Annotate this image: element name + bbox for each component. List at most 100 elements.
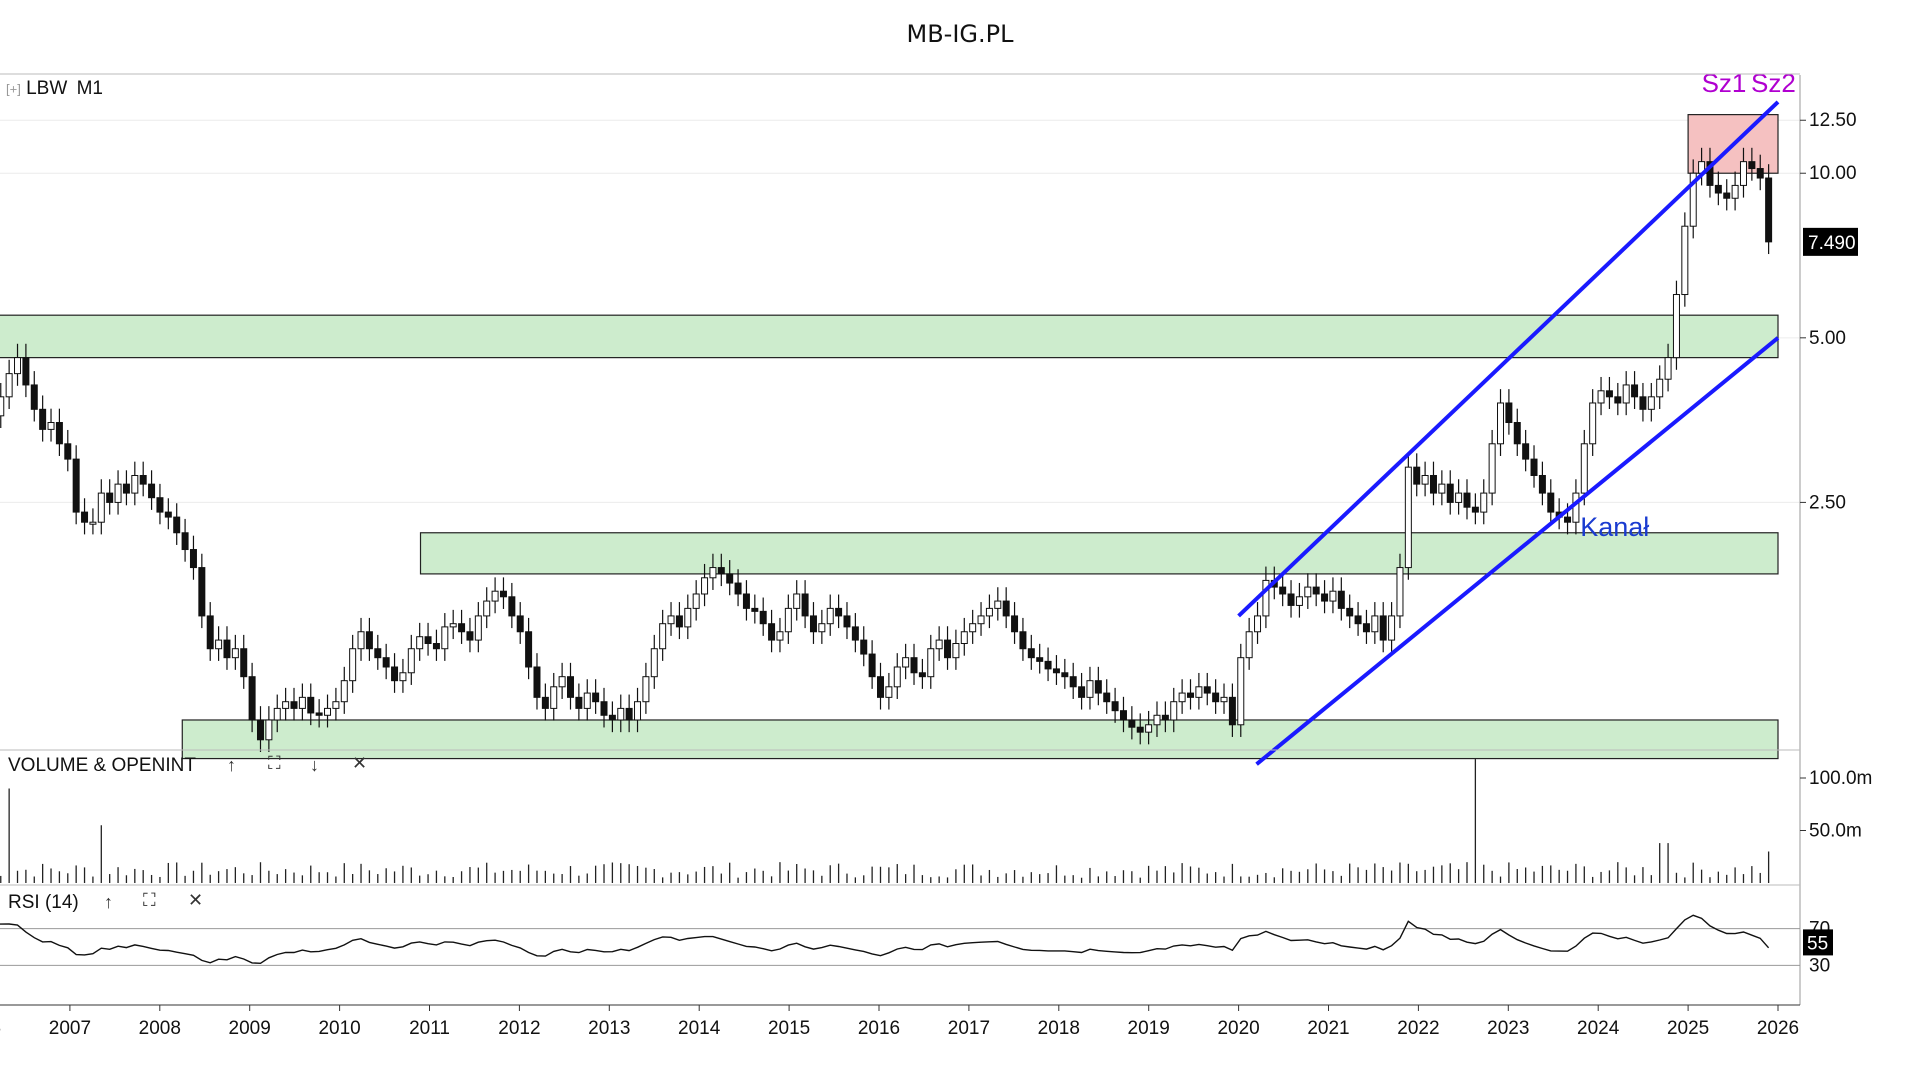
candle-body [1145, 724, 1153, 733]
candle-body [449, 623, 457, 628]
candle-body [969, 623, 977, 633]
candle-body [1564, 516, 1572, 523]
candle-body [148, 483, 156, 499]
candle-body [1170, 701, 1178, 721]
candle-body [407, 648, 415, 674]
candle-body [499, 590, 507, 598]
candle-body [424, 636, 432, 645]
maximize-icon[interactable]: ⛶ [268, 753, 281, 773]
x-tick-label: 2006 [0, 1018, 1, 1039]
candle-body [592, 692, 600, 703]
x-tick-label: 2022 [1397, 1018, 1439, 1039]
candle-body [1220, 696, 1228, 703]
candle-body [818, 623, 826, 633]
candle-body [189, 549, 197, 569]
candle-body [910, 657, 918, 674]
candle-body [1656, 378, 1664, 398]
candle-body [1756, 168, 1764, 179]
candle-body [1178, 692, 1186, 703]
candle-body [1262, 579, 1270, 617]
candle-body [491, 590, 499, 602]
candle-body [717, 567, 725, 575]
candle-body [399, 672, 407, 682]
candle-body [1589, 402, 1597, 445]
candle-body [1664, 357, 1672, 380]
candle-body [215, 639, 223, 650]
candle-body [1505, 402, 1513, 424]
candle-body [675, 615, 683, 628]
candle-body [1522, 443, 1530, 460]
candle-body [181, 532, 189, 551]
close-icon[interactable]: ✕ [352, 753, 368, 773]
candle-body [1371, 615, 1379, 633]
rsi-move-up-icon[interactable]: ↑ [104, 892, 113, 912]
candle-body [550, 686, 558, 709]
candle-body [324, 707, 332, 716]
candle-body [642, 676, 650, 703]
candle-body [39, 408, 47, 430]
candle-body [14, 357, 22, 375]
candle-body [1279, 586, 1287, 595]
timeframe-label: M1 [76, 78, 103, 99]
candle-body [131, 474, 139, 494]
x-tick-label: 2025 [1667, 1018, 1709, 1039]
candle-body [927, 648, 935, 678]
candle-body [374, 648, 382, 659]
candle-body [1497, 402, 1505, 445]
candle-body [223, 639, 231, 659]
candle-body [5, 373, 13, 398]
candle-body [365, 631, 373, 650]
expand-icon[interactable]: [+] [6, 81, 21, 97]
label-kanal: Kanał [1580, 512, 1649, 542]
candle-body [1748, 161, 1756, 170]
symbol-header: [+] LBW M1 [6, 78, 103, 100]
candle-body [1438, 483, 1446, 494]
candle-body [1480, 492, 1488, 513]
candle-body [525, 631, 533, 668]
candle-body [416, 636, 424, 650]
candle-body [432, 643, 440, 650]
candle-body [89, 521, 97, 525]
candle-body [1731, 184, 1739, 199]
candle-body [198, 567, 206, 617]
symbol-label: LBW [26, 78, 68, 99]
candle-body [1538, 474, 1546, 494]
candle-body [1187, 692, 1195, 698]
candle-body [692, 593, 700, 609]
x-tick-label: 2015 [768, 1018, 810, 1039]
candle-body [1245, 631, 1253, 659]
move-up-icon[interactable]: ↑ [227, 755, 236, 775]
candle-body [1488, 443, 1496, 494]
candle-body [1128, 719, 1136, 728]
candle-body [30, 384, 38, 410]
candle-body [1195, 686, 1203, 698]
candle-body [1572, 492, 1580, 523]
candle-body [935, 639, 943, 650]
candle-body [307, 696, 315, 714]
x-tick-label: 2010 [318, 1018, 360, 1039]
candle-body [801, 593, 809, 617]
rsi-maximize-icon[interactable]: ⛶ [143, 890, 156, 910]
rsi-close-icon[interactable]: ✕ [188, 890, 204, 910]
candle-body [240, 648, 248, 678]
candle-body [776, 631, 784, 641]
candle-body [650, 648, 658, 678]
candle-body [793, 593, 801, 609]
last-price-label: 7.490 [1808, 233, 1856, 254]
x-tick-label: 2023 [1487, 1018, 1529, 1039]
candle-body [340, 680, 348, 703]
x-tick-label: 2007 [49, 1018, 91, 1039]
candle-body [566, 676, 574, 698]
move-down-icon[interactable]: ↓ [310, 755, 319, 775]
x-tick-label: 2009 [229, 1018, 271, 1039]
candle-body [1094, 680, 1102, 694]
candle-body [357, 631, 365, 650]
price-tick-label: 10.00 [1809, 163, 1857, 184]
x-tick-label: 2026 [1757, 1018, 1799, 1039]
candle-body [391, 666, 399, 682]
candle-body [248, 676, 256, 721]
zone-resistance-2 [0, 314, 1779, 359]
candle-body [1455, 492, 1463, 503]
channel-line [1255, 336, 1780, 766]
